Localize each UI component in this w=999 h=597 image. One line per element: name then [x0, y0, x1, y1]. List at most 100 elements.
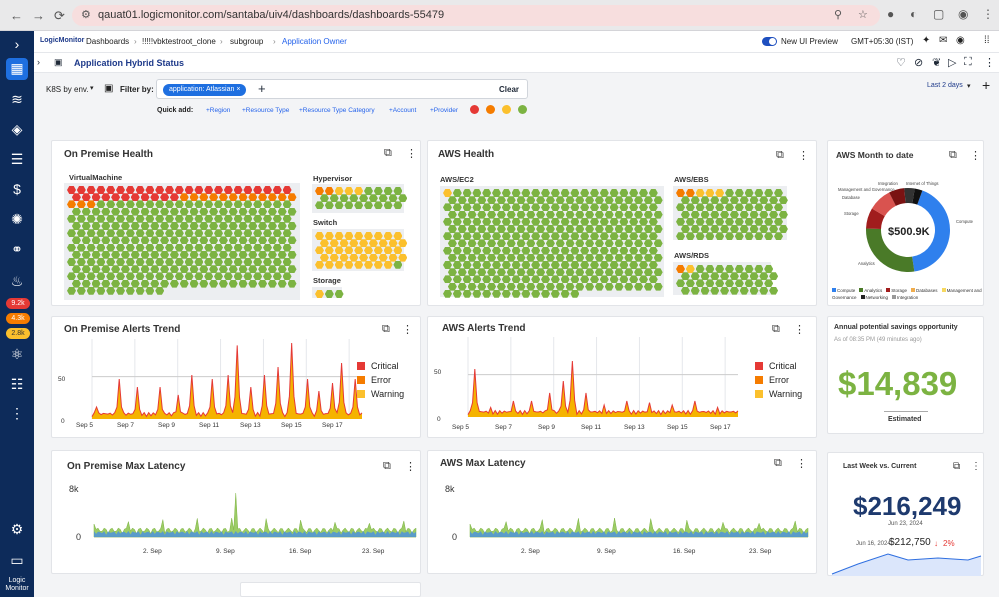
pie-legend-item[interactable]: Integration	[892, 295, 918, 300]
resource-hex[interactable]	[388, 253, 398, 262]
resource-hex[interactable]	[71, 279, 81, 288]
resource-hex[interactable]	[150, 193, 160, 202]
resource-hex[interactable]	[96, 186, 106, 194]
resource-hex[interactable]	[165, 272, 174, 281]
resource-hex[interactable]	[398, 253, 408, 262]
resource-hex[interactable]	[472, 232, 482, 241]
services-icon[interactable]: ✺	[11, 211, 23, 227]
resource-hex[interactable]	[624, 268, 634, 277]
resource-hex[interactable]	[676, 232, 685, 241]
resource-hex[interactable]	[277, 250, 287, 259]
resource-hex[interactable]	[526, 196, 536, 205]
resource-hex[interactable]	[725, 189, 734, 197]
resource-hex[interactable]	[233, 214, 243, 223]
resource-hex[interactable]	[720, 196, 730, 205]
resource-hex[interactable]	[130, 279, 140, 288]
resource-hex[interactable]	[570, 246, 580, 255]
resource-hex[interactable]	[541, 189, 550, 197]
resource-hex[interactable]	[560, 217, 570, 226]
resource-hex[interactable]	[624, 210, 634, 219]
resource-hex[interactable]	[111, 236, 121, 245]
resource-hex[interactable]	[258, 265, 268, 274]
resource-hex[interactable]	[580, 203, 590, 212]
resource-hex[interactable]	[555, 253, 565, 262]
resource-hex[interactable]	[739, 225, 749, 233]
resource-hex[interactable]	[680, 196, 690, 205]
resource-hex[interactable]	[67, 272, 76, 281]
add-widget-icon[interactable]: +	[982, 77, 991, 93]
integrations-icon[interactable]: ⚛	[10, 346, 24, 362]
resource-hex[interactable]	[243, 229, 253, 238]
resource-hex[interactable]	[769, 272, 779, 281]
resource-hex[interactable]	[228, 193, 238, 202]
resource-hex[interactable]	[492, 203, 501, 212]
resource-hex[interactable]	[393, 187, 403, 195]
resource-hex[interactable]	[599, 217, 609, 226]
resource-hex[interactable]	[199, 265, 209, 274]
resource-hex[interactable]	[155, 229, 165, 238]
resource-hex[interactable]	[71, 222, 81, 230]
resource-hex[interactable]	[496, 196, 506, 205]
resource-hex[interactable]	[749, 272, 759, 281]
resource-hex[interactable]	[354, 187, 364, 195]
resource-hex[interactable]	[580, 275, 590, 284]
resource-hex[interactable]	[545, 225, 555, 233]
resource-hex[interactable]	[604, 253, 614, 262]
resource-hex[interactable]	[531, 232, 541, 241]
resource-hex[interactable]	[155, 200, 165, 209]
resource-hex[interactable]	[86, 186, 96, 194]
resource-hex[interactable]	[315, 260, 324, 269]
resource-hex[interactable]	[194, 200, 204, 209]
resource-hex[interactable]	[680, 272, 690, 281]
resource-hex[interactable]	[634, 225, 644, 233]
resource-hex[interactable]	[447, 282, 457, 291]
resource-hex[interactable]	[174, 214, 184, 223]
resource-hex[interactable]	[155, 186, 165, 194]
resource-hex[interactable]	[452, 261, 462, 269]
resource-hex[interactable]	[715, 203, 725, 212]
resource-hex[interactable]	[329, 253, 339, 262]
resource-hex[interactable]	[378, 194, 388, 203]
resource-hex[interactable]	[258, 207, 268, 216]
resource-hex[interactable]	[521, 261, 531, 269]
resource-hex[interactable]	[76, 214, 86, 223]
resource-hex[interactable]	[639, 189, 648, 197]
donut-slice-database[interactable]	[871, 192, 896, 217]
resource-hex[interactable]	[695, 189, 705, 197]
resource-hex[interactable]	[106, 229, 116, 238]
resource-hex[interactable]	[393, 201, 403, 210]
resource-hex[interactable]	[349, 239, 359, 248]
resource-hex[interactable]	[116, 200, 125, 209]
resource-hex[interactable]	[690, 196, 700, 205]
resource-hex[interactable]	[531, 289, 541, 298]
resource-hex[interactable]	[189, 250, 199, 259]
resource-hex[interactable]	[619, 261, 629, 269]
feedback-icon[interactable]: ✉	[939, 35, 948, 46]
resource-hex[interactable]	[258, 222, 268, 230]
resource-hex[interactable]	[545, 253, 555, 262]
resource-hex[interactable]	[96, 272, 106, 281]
resource-hex[interactable]	[565, 210, 575, 219]
resource-hex[interactable]	[91, 222, 101, 230]
add-filter-icon[interactable]: +	[258, 81, 266, 96]
resource-hex[interactable]	[555, 225, 565, 233]
resource-hex[interactable]	[282, 243, 292, 252]
resource-hex[interactable]	[267, 279, 277, 288]
resource-hex[interactable]	[81, 222, 91, 230]
resource-hex[interactable]	[492, 217, 501, 226]
resource-hex[interactable]	[277, 236, 287, 245]
resource-hex[interactable]	[521, 232, 531, 241]
resource-hex[interactable]	[233, 229, 243, 238]
resource-hex[interactable]	[452, 203, 462, 212]
resource-hex[interactable]	[443, 246, 452, 255]
resource-hex[interactable]	[223, 186, 233, 194]
resource-hex[interactable]	[769, 225, 779, 233]
dashboards-nav-active[interactable]	[6, 58, 28, 80]
pie-legend-item[interactable]: Storage	[886, 288, 907, 293]
resource-hex[interactable]	[248, 207, 258, 216]
resource-hex[interactable]	[218, 207, 228, 216]
close-icon[interactable]: ×	[236, 86, 241, 93]
resource-hex[interactable]	[516, 210, 526, 219]
pie-legend-item[interactable]: Networking	[860, 295, 888, 300]
resource-hex[interactable]	[125, 286, 135, 295]
